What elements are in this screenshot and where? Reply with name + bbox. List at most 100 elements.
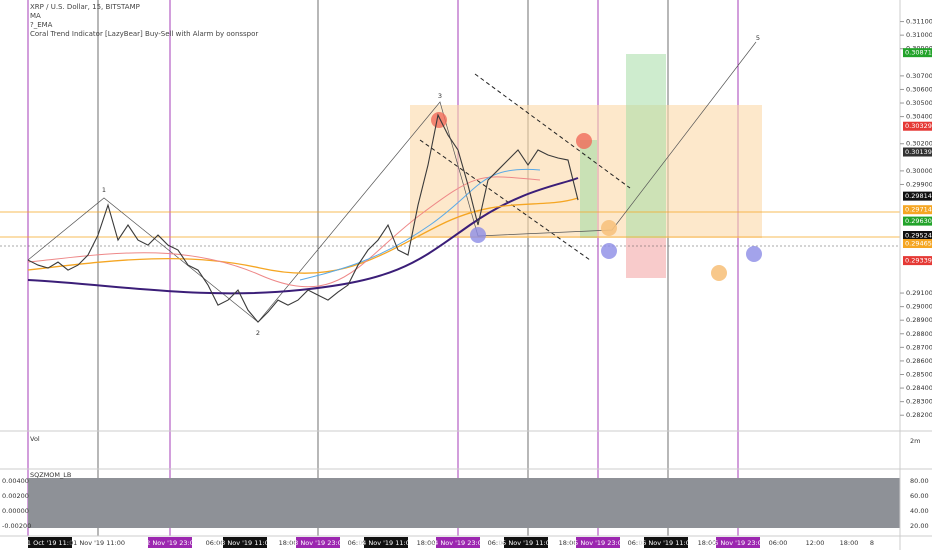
time-tick-label: 06 Nov '19 23:00 <box>710 539 766 547</box>
time-tick-label: 03 Nov '19 23:00 <box>290 539 346 547</box>
indicator: Coral Trend Indicator [LazyBear] Buy-Sel… <box>30 30 258 38</box>
time-tick-label: 05 Nov '19 11:00 <box>498 539 554 547</box>
small-box <box>580 140 597 238</box>
indicator: MA <box>30 12 41 20</box>
price-marker <box>903 216 932 226</box>
price-tick-label: 0.28500 <box>906 370 932 378</box>
time-tick-label: 8 <box>870 539 874 547</box>
time-label-box <box>716 537 760 548</box>
price-tick-label: 0.29900 <box>906 180 932 188</box>
price-tick-label: 0.30000 <box>906 167 932 175</box>
time-tick-label: 12:00 <box>806 539 825 547</box>
time-tick-label: 06:00 <box>206 539 225 547</box>
price-tick-label: 0.31000 <box>906 31 932 39</box>
time-tick-label: 06:00 <box>488 539 507 547</box>
time-label-box <box>28 537 72 548</box>
price-marker-label: 0.29814 <box>905 192 932 200</box>
price-marker-label: 0.30139 <box>905 148 932 156</box>
target-box <box>626 54 666 238</box>
price-marker <box>903 121 932 131</box>
buy-circle <box>746 246 762 262</box>
buy-circle <box>601 243 617 259</box>
stop-box <box>626 238 666 278</box>
symbol: XRP / U.S. Dollar, 15, BITSTAMP <box>30 3 140 11</box>
time-tick-label: 18:00 <box>559 539 578 547</box>
price-tick-label: 0.28700 <box>906 343 932 351</box>
price-tick-label: 0.31100 <box>906 18 932 26</box>
price-marker <box>903 191 932 201</box>
time-label-box <box>436 537 480 548</box>
price-marker-label: 0.29465 <box>905 240 932 248</box>
osc-tick: 0.00400 <box>2 477 29 485</box>
time-label-box <box>148 537 192 548</box>
time-tick-label: 18:00 <box>279 539 298 547</box>
price-tick-label: 0.29100 <box>906 289 932 297</box>
osc-tick: -0.00200 <box>2 522 31 530</box>
price-marker <box>903 147 932 157</box>
price-tick-label: 0.30700 <box>906 72 932 80</box>
time-label-box <box>296 537 340 548</box>
price-marker-label: 0.29339 <box>905 257 932 265</box>
price-tick-label: 0.29000 <box>906 303 932 311</box>
osc-tick: 20.00 <box>910 522 929 530</box>
time-tick-label: 04 Nov '19 11:00 <box>358 539 414 547</box>
volume-scale: 2m <box>910 437 920 445</box>
price-line <box>27 113 579 323</box>
osc-tick: 0.00000 <box>2 507 29 515</box>
time-label-box <box>504 537 548 548</box>
buy-circle <box>470 227 486 243</box>
time-tick-label: 05 Nov '19 23:00 <box>570 539 626 547</box>
osc-tick: 80.00 <box>910 477 929 485</box>
time-tick-label: 18:00 <box>840 539 859 547</box>
oscillator-name: SQZMOM_LB <box>30 471 71 479</box>
price-tick-label: 0.28600 <box>906 357 932 365</box>
wave-label: 3 <box>438 92 442 100</box>
price-marker <box>903 48 932 58</box>
sell-circle <box>576 133 592 149</box>
target-circle <box>601 220 617 236</box>
indicator: ?_EMA <box>30 21 53 29</box>
time-tick-label: 06 Nov '19 11:00 <box>638 539 694 547</box>
time-tick-label: 06:00 <box>628 539 647 547</box>
session-lines <box>27 0 739 536</box>
time-label-box <box>75 537 119 548</box>
time-label-box <box>576 537 620 548</box>
time-label-box <box>364 537 408 548</box>
time-tick-label: 02 Nov '19 23:00 <box>142 539 198 547</box>
time-tick-label: 01 Nov '19 11:00 <box>69 539 125 547</box>
time-tick-label: 18:00 <box>698 539 717 547</box>
price-marker-label: 0.29630 <box>905 217 932 225</box>
price-tick-label: 0.28300 <box>906 398 932 406</box>
wave-label: 2 <box>256 329 260 337</box>
price-marker-label: 0.30329 <box>905 122 932 130</box>
wave-label: 1 <box>102 186 106 194</box>
osc-tick: 60.00 <box>910 492 929 500</box>
time-tick-label: 06:00 <box>769 539 788 547</box>
price-marker <box>903 205 932 215</box>
ma-line <box>27 177 579 295</box>
price-marker <box>903 230 932 240</box>
ema-fast <box>299 168 541 281</box>
price-tick-label: 0.28900 <box>906 316 932 324</box>
wave-label: 5 <box>756 34 760 42</box>
target-circle <box>711 265 727 281</box>
price-marker-label: 0.30871 <box>905 49 932 57</box>
sell-circle <box>431 112 447 128</box>
time-tick-label: 06:00 <box>348 539 367 547</box>
price-marker-label: 0.29524 <box>905 231 932 239</box>
price-tick-label: 0.28200 <box>906 411 932 419</box>
price-tick-label: 0.28800 <box>906 330 932 338</box>
price-marker-label: 0.29714 <box>905 206 932 214</box>
price-marker <box>903 239 932 249</box>
price-tick-label: 0.28400 <box>906 384 932 392</box>
price-tick-label: 0.30200 <box>906 140 932 148</box>
time-tick-label: 18:00 <box>417 539 436 547</box>
time-label-box <box>644 537 688 548</box>
oscillator-band <box>28 478 900 528</box>
osc-tick: 40.00 <box>910 507 929 515</box>
price-marker <box>903 256 932 266</box>
osc-tick: 0.00200 <box>2 492 29 500</box>
price-tick-label: 0.30500 <box>906 99 932 107</box>
